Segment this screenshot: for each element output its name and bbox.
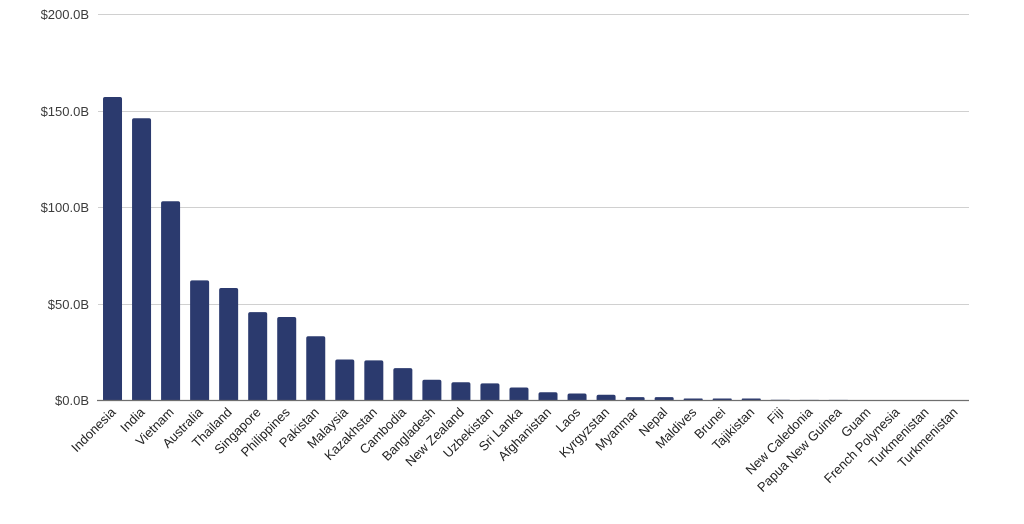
bar-australia [190, 280, 210, 400]
bar-brunei [712, 398, 732, 400]
y-tick-label: $150.0B [41, 104, 89, 119]
y-tick-label: $0.0B [55, 393, 89, 408]
bars [103, 96, 906, 401]
bar-myanmar [625, 397, 645, 400]
x-tick-label: Indonesia [68, 404, 119, 455]
bar-tajikistan [741, 398, 761, 400]
y-tick-label: $200.0B [41, 7, 89, 22]
bar-kyrgyzstan [596, 394, 616, 400]
bar-philippines [277, 317, 297, 400]
bar-nepal [654, 397, 674, 400]
bar-cambodia [393, 368, 413, 400]
bar-pakistan [306, 336, 326, 400]
gridlines [98, 14, 969, 305]
bar-laos [567, 393, 587, 400]
bar-uzbekistan [480, 383, 500, 400]
bar-singapore [248, 312, 268, 400]
bar-indonesia [103, 96, 123, 401]
bar-bangladesh [422, 379, 442, 400]
bar-kazakhstan [364, 360, 384, 400]
y-tick-label: $100.0B [41, 200, 89, 215]
bar-vietnam [161, 201, 181, 400]
bar-malaysia [335, 359, 355, 400]
bar-thailand [219, 288, 239, 400]
bar-sri-lanka [509, 387, 529, 400]
y-axis-labels: $0.0B $50.0B $100.0B $150.0B $200.0B [41, 7, 89, 408]
bar-afghanistan [538, 392, 558, 400]
bar-india [132, 118, 152, 400]
y-tick-label: $50.0B [48, 297, 89, 312]
bar-maldives [683, 398, 703, 400]
x-tick-label: Fiji [764, 404, 786, 426]
x-axis-labels: IndonesiaIndiaVietnamAustraliaThailandSi… [68, 404, 960, 495]
bar-new-zealand [451, 382, 471, 400]
